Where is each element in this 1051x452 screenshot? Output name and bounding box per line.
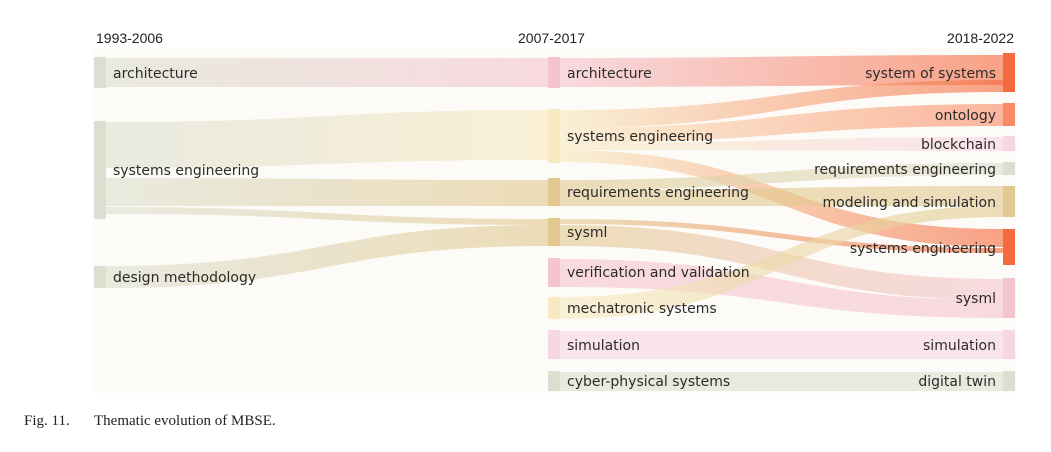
node-label-c_sos: system of systems	[865, 66, 996, 82]
node-a_dm	[94, 266, 106, 288]
period-label-2: 2007-2017	[518, 30, 585, 46]
node-b_sim	[548, 330, 560, 359]
node-label-b_mech: mechatronic systems	[567, 301, 717, 317]
node-label-b_se: systems engineering	[567, 129, 713, 145]
node-c_re	[1003, 162, 1015, 175]
node-b_re	[548, 178, 560, 206]
node-c_sos	[1003, 53, 1015, 92]
node-label-c_dt: digital twin	[918, 374, 996, 390]
flow-a_arch-to-b_arch	[106, 58, 548, 87]
node-label-c_se: systems engineering	[850, 241, 996, 257]
node-label-c_onto: ontology	[935, 108, 996, 124]
node-label-a_dm: design methodology	[113, 270, 256, 286]
link-layer	[106, 55, 1003, 391]
node-label-c_ms: modeling and simulation	[823, 195, 996, 211]
node-label-b_vv: verification and validation	[567, 265, 750, 281]
thematic-evolution-sankey: architecture systems engineering design me…	[93, 30, 1016, 393]
node-a_arch	[94, 57, 106, 88]
period-label-3: 2018-2022	[947, 30, 1014, 46]
figure-caption: Fig. 11. Thematic evolution of MBSE.	[24, 413, 276, 430]
node-label-b_cps: cyber-physical systems	[567, 374, 730, 390]
flow-a_dm-to-b_sysml	[106, 225, 548, 288]
node-c_dt	[1003, 371, 1015, 391]
flow-a_se-to-b_re	[106, 178, 548, 206]
node-b_vv	[548, 258, 560, 287]
flow-b_cps-to-c_dt	[560, 372, 1003, 391]
flow-a_se-to-b_se	[106, 110, 548, 168]
node-b_arch	[548, 57, 560, 88]
node-c_block	[1003, 136, 1015, 151]
flow-a_se-to-b_sysml	[106, 207, 548, 225]
node-b_se	[548, 109, 560, 163]
figure-caption-text: Thematic evolution of MBSE.	[94, 413, 276, 429]
flow-b_se-to-c_block	[560, 137, 1003, 151]
flow-b_sim-to-c_sim	[560, 331, 1003, 359]
node-label-b_sim: simulation	[567, 338, 640, 354]
node-b_mech	[548, 297, 560, 319]
node-a_se	[94, 121, 106, 219]
period-label-1: 1993-2006	[96, 30, 163, 46]
node-label-a_se: systems engineering	[113, 163, 259, 179]
node-label-c_sim: simulation	[923, 338, 996, 354]
figure-number: Fig. 11.	[24, 413, 70, 429]
node-label-b_arch: architecture	[567, 66, 652, 82]
node-label-c_block: blockchain	[921, 137, 996, 153]
flow-b_se-to-c_onto	[560, 104, 1003, 143]
node-c_onto	[1003, 103, 1015, 126]
flow-b_vv-to-c_sysml	[560, 259, 1003, 318]
node-c_sim	[1003, 330, 1015, 359]
node-c_ms	[1003, 186, 1015, 217]
label-layer: architecture systems engineering design me…	[113, 66, 996, 390]
node-label-a_arch: architecture	[113, 66, 198, 82]
flow-b_se-to-c_sos	[560, 80, 1003, 128]
node-label-b_sysml: sysml	[567, 225, 607, 241]
node-c_sysml	[1003, 278, 1015, 318]
flow-b_mech-to-c_ms	[560, 206, 1003, 319]
node-layer	[94, 53, 1015, 391]
node-b_cps	[548, 371, 560, 391]
node-label-c_re: requirements engineering	[814, 162, 996, 178]
flow-b_re-to-c_ms	[560, 186, 1003, 206]
flow-b_sysml-to-c_se	[560, 219, 1003, 253]
flow-b_arch-to-c_sos	[560, 55, 1003, 87]
node-b_sysml	[548, 218, 560, 246]
node-label-c_sysml: sysml	[956, 291, 996, 307]
flow-b_re-to-c_re	[560, 163, 1003, 190]
node-c_se	[1003, 229, 1015, 265]
node-label-b_re: requirements engineering	[567, 185, 749, 201]
